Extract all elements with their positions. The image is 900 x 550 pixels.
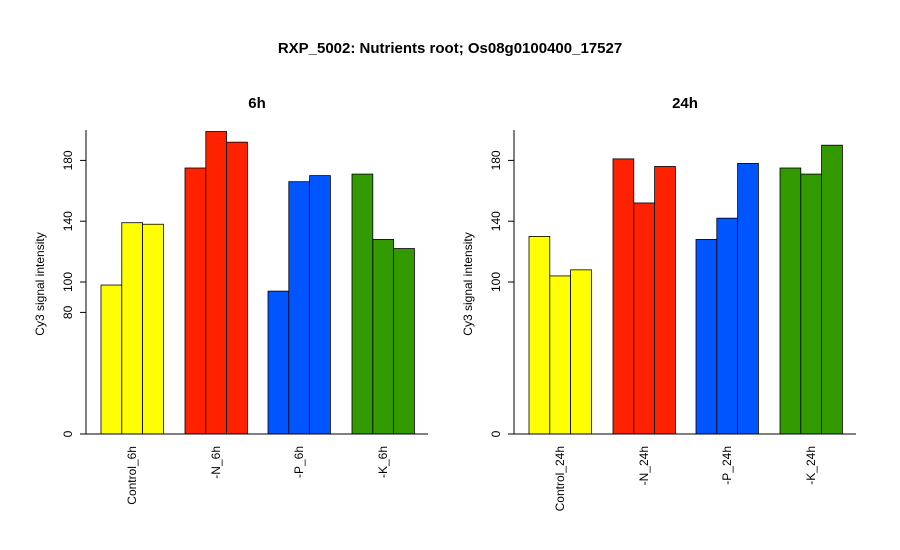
bar: [654, 166, 676, 435]
bar: [226, 141, 248, 435]
x-tick-label: Control_6h: [125, 446, 139, 505]
y-tick-label: 0: [61, 430, 75, 437]
y-axis-label: Cy3 signal intensity: [33, 232, 47, 335]
bar: [716, 217, 738, 435]
y-tick-label: 100: [61, 272, 75, 292]
panel-title: 6h: [248, 95, 266, 112]
bar: [184, 167, 207, 435]
bar: [695, 239, 718, 435]
bar: [570, 269, 592, 435]
x-tick-label: -P_6h: [292, 446, 306, 478]
x-tick-label: -P_24h: [720, 446, 734, 485]
y-tick-label: 180: [489, 150, 503, 170]
y-tick-label: 140: [489, 211, 503, 231]
bar: [351, 173, 374, 435]
bar: [821, 144, 843, 435]
panel-6h: 6h Cy3 signal intensity Control_6h -N_6h -P_…: [33, 95, 428, 505]
x-tick-label: Control_24h: [553, 446, 567, 511]
y-tick-label: 180: [61, 150, 75, 170]
bar: [393, 248, 415, 435]
bar: [372, 239, 394, 435]
y-tick-label: 100: [489, 272, 503, 292]
bar: [288, 181, 310, 435]
bar: [633, 202, 655, 435]
x-tick-label: -K_24h: [804, 446, 818, 485]
bar: [267, 290, 290, 435]
y-tick-label: 80: [61, 305, 75, 319]
bar: [205, 131, 228, 435]
bar: [737, 163, 759, 435]
bar: [549, 275, 571, 435]
bar: [612, 158, 635, 435]
bar: [100, 284, 123, 435]
x-tick-label: -N_24h: [637, 446, 651, 485]
bar: [779, 167, 802, 435]
x-tick-label: -N_6h: [209, 446, 223, 479]
bar: [800, 173, 822, 435]
main-title: RXP_5002: Nutrients root; Os08g0100400_1…: [278, 40, 622, 57]
x-tick-label: -K_6h: [376, 446, 390, 478]
bar: [142, 223, 164, 435]
panel-24h: 24h Cy3 signal intensity Control_24h -N_24h…: [461, 95, 856, 511]
bar: [121, 222, 144, 435]
panel-title: 24h: [672, 95, 698, 112]
y-tick-label: 140: [61, 211, 75, 231]
bar: [309, 175, 331, 435]
y-tick-label: 0: [489, 430, 503, 437]
bar: [528, 235, 551, 435]
y-axis-label: Cy3 signal intensity: [461, 232, 475, 335]
